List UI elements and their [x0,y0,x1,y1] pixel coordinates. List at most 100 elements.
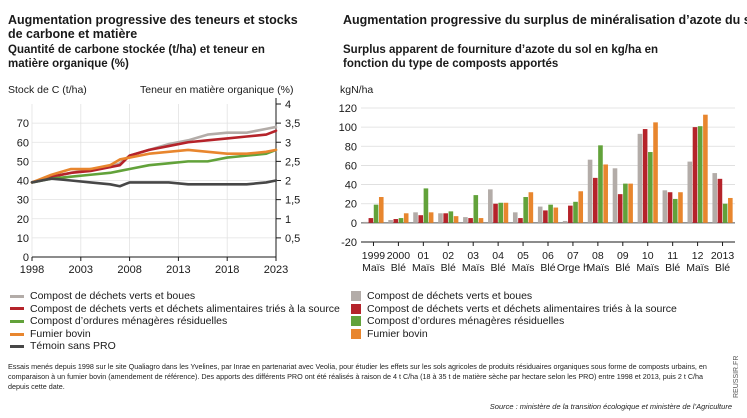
bar [428,212,434,223]
x-tick-label-bottom: Blé [540,262,555,274]
bar [498,202,504,223]
bar [628,183,633,223]
bar [398,218,404,223]
bar [388,219,393,223]
x-tick-label: 2018 [215,264,239,276]
legend-swatch [351,303,361,314]
bar [512,212,518,223]
bar [712,173,718,223]
bar [423,188,429,223]
x-tick-label: 2023 [264,264,288,276]
bar [623,183,628,223]
left-legend-item: Fumier bovin [10,328,340,341]
credit-label: REUSSIR.FR [733,355,740,398]
bar [692,127,698,223]
left-y-axis-title: Stock de C (t/ha) [8,84,87,96]
bar [438,213,443,223]
legend-label: Compost d’ordures ménagères résiduelles [367,315,565,328]
bar [413,212,418,223]
x-tick-label-bottom: Maïs [686,262,709,274]
x-tick-label-bottom: Blé [715,262,730,274]
bar [562,220,568,223]
x-tick-label-bottom: Maïs [412,262,435,274]
y-tick-label: 30 [17,195,29,207]
y2-tick-label: 2,5 [285,156,300,168]
bar [403,213,409,223]
bar [463,217,468,223]
bar [617,194,623,223]
bar [687,161,693,223]
bar [503,202,509,223]
legend-label: Fumier bovin [30,327,91,340]
y-tick-label: -20 [341,237,357,249]
y-tick-label: 60 [17,137,29,149]
x-tick-label-top: 1999 [362,250,386,262]
x-tick-label-top: 05 [517,250,529,262]
y-tick-label: 0 [351,218,357,230]
bar [653,122,658,223]
x-tick-label-top: 10 [642,250,654,262]
legend-swatch [10,307,24,311]
x-tick-label-top: 03 [467,250,479,262]
x-tick-label-top: 12 [692,250,704,262]
bar [537,206,543,223]
x-tick-label-bottom: Blé [391,262,406,274]
legend-label: Compost de déchets verts et boues [30,290,196,302]
x-tick-label-bottom: Blé [441,262,456,274]
bar [573,201,578,223]
bar [453,216,459,223]
x-tick-label-bottom: Blé [615,262,630,274]
x-tick-label-bottom: Blé [491,262,506,274]
legend-swatch [10,294,24,298]
x-tick-label-bottom: Maïs [586,262,609,274]
right-legend: Compost de déchets verts et boues Compost… [351,290,677,340]
x-tick-label-bottom: Maïs [636,262,659,274]
bar [543,210,548,223]
bar [478,218,484,223]
legend-swatch [10,332,24,336]
bar [468,218,473,223]
bar [473,195,479,223]
right-legend-item: Compost de déchets verts et boues [351,290,677,303]
x-tick-label-bottom: Maïs [512,262,535,274]
y-tick-label: 70 [17,118,29,130]
bar [568,205,573,223]
bar [717,178,723,223]
right-legend-item: Fumier bovin [351,328,677,341]
x-tick-label: 2013 [166,264,190,276]
bar [553,207,559,223]
left-y2-axis-title: Teneur en matière organique (%) [140,84,294,96]
x-tick-label-top: 01 [417,250,429,262]
bar [443,213,448,223]
bar [373,204,379,223]
legend-label: Compost de déchets verts et boues [367,290,533,302]
series-line-3 [30,148,278,184]
x-tick-label-top: 09 [617,250,629,262]
legend-label: Fumier bovin [367,327,428,340]
bar [637,133,643,223]
bar [528,192,534,223]
bar [662,190,668,223]
y-tick-label: 50 [17,156,29,168]
bar [548,204,553,223]
left-chart-title: Augmentation progressive des teneurs et … [8,13,298,41]
x-tick-label: 2008 [117,264,141,276]
y2-tick-label: 3,5 [285,118,300,130]
x-tick-label-top: 11 [667,250,678,262]
right-legend-item: Compost d’ordures ménagères résiduelles [351,315,677,328]
y2-tick-label: 2 [285,176,291,188]
legend-swatch [10,345,24,349]
legend-label: Compost de déchets verts et déchets alim… [30,302,340,315]
bar [697,126,703,223]
right-y-axis-title: kgN/ha [340,84,374,96]
legend-label: Compost d’ordures ménagères résiduelles [30,315,228,328]
x-tick-label-top: 02 [442,250,454,262]
x-tick-label-top: 2000 [387,250,411,262]
bar [378,197,384,223]
bar [363,221,368,223]
y-tick-label: 80 [345,141,357,153]
left-legend: Compost de déchets verts et boues Compost… [10,290,340,353]
x-tick-label: 2003 [69,264,93,276]
x-tick-label-top: 2013 [711,250,735,262]
bar [393,219,399,223]
